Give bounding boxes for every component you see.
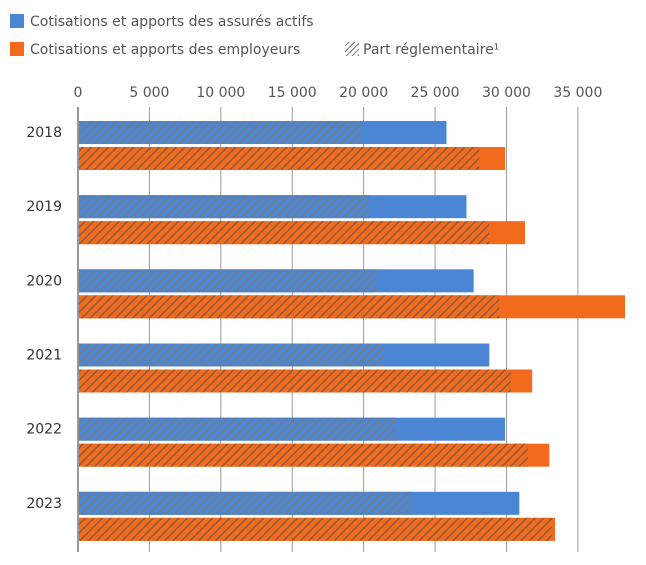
legend-item-part-reglementaire: Part réglementaire¹ [345,42,499,58]
x-tick-label: 5 000 [129,85,169,101]
bars [79,121,625,541]
bar-employeurs-part-reglementaire [79,295,500,319]
bar-assures-part-reglementaire [79,121,361,144]
bar-employeurs-part-reglementaire [79,147,480,170]
legend-label-part-reglementaire: Part réglementaire¹ [363,42,499,58]
legend-swatch-hatch [345,42,359,56]
x-tick-label: 15 000 [268,85,317,101]
category-label: 2018 [26,125,62,141]
bar-employeurs-part-reglementaire [79,517,553,541]
bar-assures-part-reglementaire [79,417,397,441]
bar-employeurs-part-reglementaire [79,443,528,467]
bar-assures-part-reglementaire [79,343,384,367]
legend-swatch-assures [10,14,24,28]
bar-assures-part-reglementaire [79,269,377,293]
x-tick-label: 35 000 [553,85,602,101]
legend-item-assures: Cotisations et apports des assurés actif… [10,14,314,30]
x-tick-label: 30 000 [482,85,531,101]
legend-label-assures: Cotisations et apports des assurés actif… [30,14,314,30]
bar-assures-part-reglementaire [79,195,370,219]
bar-employeurs-part-reglementaire [79,221,490,245]
x-tick-label: 10 000 [196,85,245,101]
legend-item-employeurs: Cotisations et apports des employeurs [10,42,300,58]
x-tick-label: 0 [74,85,83,101]
category-label: 2022 [26,422,62,438]
bar-assures-part-reglementaire [79,491,413,515]
category-label: 2019 [26,199,62,215]
y-axis: 2018 2019 2020 2021 2022 2023 [26,125,62,512]
category-label: 2020 [26,273,62,289]
x-tick-label: 20 000 [339,85,388,101]
legend: Cotisations et apports des assurés actif… [10,14,499,58]
category-label: 2021 [26,348,62,364]
x-tick-label: 25 000 [411,85,460,101]
legend-label-employeurs: Cotisations et apports des employeurs [30,42,300,58]
x-axis: 0 5 000 10 000 15 000 20 000 25 000 30 000 35 0… [74,85,602,552]
legend-swatch-employeurs [10,42,24,56]
category-label: 2023 [26,496,62,512]
bar-employeurs-part-reglementaire [79,369,511,393]
